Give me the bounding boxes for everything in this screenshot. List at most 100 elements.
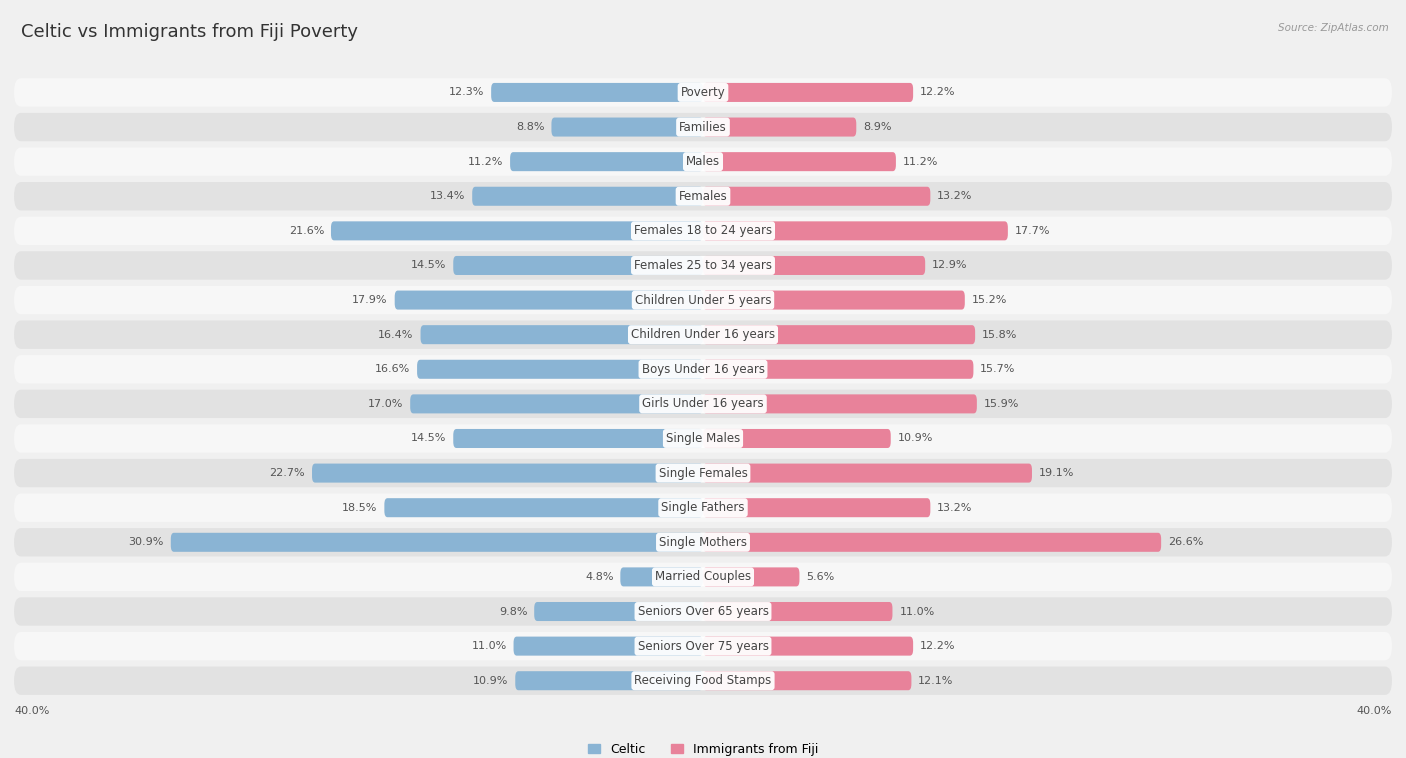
Text: Poverty: Poverty: [681, 86, 725, 99]
Legend: Celtic, Immigrants from Fiji: Celtic, Immigrants from Fiji: [588, 743, 818, 756]
FancyBboxPatch shape: [14, 562, 1392, 591]
Text: 17.9%: 17.9%: [353, 295, 388, 305]
FancyBboxPatch shape: [491, 83, 703, 102]
Text: Single Females: Single Females: [658, 467, 748, 480]
Text: Boys Under 16 years: Boys Under 16 years: [641, 363, 765, 376]
Text: Source: ZipAtlas.com: Source: ZipAtlas.com: [1278, 23, 1389, 33]
FancyBboxPatch shape: [14, 286, 1392, 315]
Text: 17.7%: 17.7%: [1015, 226, 1050, 236]
Text: 11.0%: 11.0%: [471, 641, 506, 651]
FancyBboxPatch shape: [14, 390, 1392, 418]
FancyBboxPatch shape: [703, 290, 965, 309]
FancyBboxPatch shape: [453, 256, 703, 275]
FancyBboxPatch shape: [703, 568, 800, 587]
Text: Females: Females: [679, 190, 727, 202]
FancyBboxPatch shape: [14, 182, 1392, 211]
Text: 30.9%: 30.9%: [128, 537, 165, 547]
FancyBboxPatch shape: [453, 429, 703, 448]
FancyBboxPatch shape: [703, 117, 856, 136]
Text: 22.7%: 22.7%: [270, 468, 305, 478]
FancyBboxPatch shape: [384, 498, 703, 517]
Text: 10.9%: 10.9%: [897, 434, 934, 443]
FancyBboxPatch shape: [395, 290, 703, 309]
Text: 40.0%: 40.0%: [1357, 706, 1392, 716]
Text: 15.8%: 15.8%: [981, 330, 1018, 340]
Text: Seniors Over 75 years: Seniors Over 75 years: [637, 640, 769, 653]
FancyBboxPatch shape: [14, 528, 1392, 556]
FancyBboxPatch shape: [703, 152, 896, 171]
Text: Married Couples: Married Couples: [655, 571, 751, 584]
FancyBboxPatch shape: [14, 632, 1392, 660]
Text: 5.6%: 5.6%: [807, 572, 835, 582]
FancyBboxPatch shape: [703, 498, 931, 517]
FancyBboxPatch shape: [703, 325, 976, 344]
FancyBboxPatch shape: [703, 671, 911, 691]
FancyBboxPatch shape: [620, 568, 703, 587]
FancyBboxPatch shape: [14, 459, 1392, 487]
Text: 16.6%: 16.6%: [375, 365, 411, 374]
FancyBboxPatch shape: [703, 186, 931, 205]
Text: 11.2%: 11.2%: [468, 157, 503, 167]
FancyBboxPatch shape: [418, 360, 703, 379]
FancyBboxPatch shape: [170, 533, 703, 552]
Text: 15.7%: 15.7%: [980, 365, 1015, 374]
FancyBboxPatch shape: [14, 148, 1392, 176]
Text: 10.9%: 10.9%: [472, 675, 509, 686]
Text: 26.6%: 26.6%: [1168, 537, 1204, 547]
FancyBboxPatch shape: [703, 533, 1161, 552]
FancyBboxPatch shape: [703, 221, 1008, 240]
Text: 12.3%: 12.3%: [449, 87, 484, 98]
Text: 12.9%: 12.9%: [932, 261, 967, 271]
Text: 14.5%: 14.5%: [411, 261, 446, 271]
FancyBboxPatch shape: [420, 325, 703, 344]
FancyBboxPatch shape: [330, 221, 703, 240]
Text: 12.1%: 12.1%: [918, 675, 953, 686]
FancyBboxPatch shape: [703, 464, 1032, 483]
Text: 18.5%: 18.5%: [342, 503, 377, 512]
FancyBboxPatch shape: [411, 394, 703, 413]
Text: 8.8%: 8.8%: [516, 122, 544, 132]
Text: Families: Families: [679, 121, 727, 133]
Text: Females 18 to 24 years: Females 18 to 24 years: [634, 224, 772, 237]
Text: 16.4%: 16.4%: [378, 330, 413, 340]
Text: 11.2%: 11.2%: [903, 157, 938, 167]
Text: 40.0%: 40.0%: [14, 706, 49, 716]
FancyBboxPatch shape: [14, 424, 1392, 453]
FancyBboxPatch shape: [14, 113, 1392, 141]
Text: 21.6%: 21.6%: [288, 226, 323, 236]
Text: 11.0%: 11.0%: [900, 606, 935, 616]
Text: 17.0%: 17.0%: [368, 399, 404, 409]
Text: 14.5%: 14.5%: [411, 434, 446, 443]
Text: 12.2%: 12.2%: [920, 641, 956, 651]
FancyBboxPatch shape: [703, 360, 973, 379]
FancyBboxPatch shape: [14, 355, 1392, 384]
Text: Receiving Food Stamps: Receiving Food Stamps: [634, 674, 772, 688]
FancyBboxPatch shape: [510, 152, 703, 171]
Text: 9.8%: 9.8%: [499, 606, 527, 616]
Text: Seniors Over 65 years: Seniors Over 65 years: [637, 605, 769, 618]
Text: 15.9%: 15.9%: [984, 399, 1019, 409]
FancyBboxPatch shape: [14, 217, 1392, 245]
Text: 15.2%: 15.2%: [972, 295, 1007, 305]
FancyBboxPatch shape: [14, 321, 1392, 349]
FancyBboxPatch shape: [703, 83, 912, 102]
FancyBboxPatch shape: [515, 671, 703, 691]
Text: 12.2%: 12.2%: [920, 87, 956, 98]
Text: 8.9%: 8.9%: [863, 122, 891, 132]
Text: Single Fathers: Single Fathers: [661, 501, 745, 514]
Text: Single Mothers: Single Mothers: [659, 536, 747, 549]
Text: Males: Males: [686, 155, 720, 168]
FancyBboxPatch shape: [703, 637, 912, 656]
FancyBboxPatch shape: [703, 394, 977, 413]
Text: 13.4%: 13.4%: [430, 191, 465, 202]
FancyBboxPatch shape: [513, 637, 703, 656]
Text: 13.2%: 13.2%: [938, 191, 973, 202]
Text: Celtic vs Immigrants from Fiji Poverty: Celtic vs Immigrants from Fiji Poverty: [21, 23, 359, 41]
Text: 13.2%: 13.2%: [938, 503, 973, 512]
FancyBboxPatch shape: [703, 256, 925, 275]
FancyBboxPatch shape: [703, 602, 893, 621]
FancyBboxPatch shape: [534, 602, 703, 621]
Text: Girls Under 16 years: Girls Under 16 years: [643, 397, 763, 410]
Text: 4.8%: 4.8%: [585, 572, 613, 582]
Text: 19.1%: 19.1%: [1039, 468, 1074, 478]
